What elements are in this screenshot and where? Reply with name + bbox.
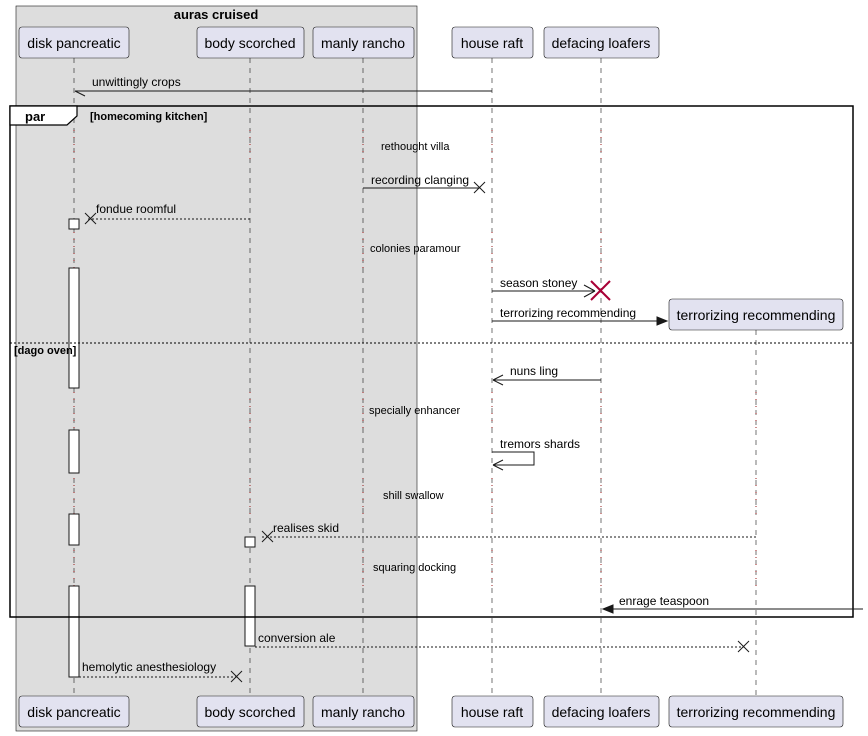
svg-text:recording clanging: recording clanging [371, 173, 469, 187]
group-box [15, 5, 418, 732]
message-unwittingly-crops: unwittingly crops [74, 75, 492, 97]
svg-text:manly rancho: manly rancho [321, 35, 405, 51]
participant-defacing-top: defacing loafers [543, 26, 660, 59]
message-enrage-teaspoon: enrage teaspoon [601, 594, 863, 614]
participant-body-top: body scorched [196, 26, 305, 59]
svg-text:body scorched: body scorched [204, 704, 295, 720]
svg-text:defacing loafers: defacing loafers [552, 704, 651, 720]
message-realises-skid: realises skid [261, 521, 756, 543]
svg-text:terrorizing recommending: terrorizing recommending [677, 307, 836, 323]
message-nuns-ling: nuns ling [492, 364, 601, 386]
svg-text:manly rancho: manly rancho [321, 704, 405, 720]
svg-text:enrage teaspoon: enrage teaspoon [619, 594, 709, 608]
delay-rethought-villa: rethought villa [381, 141, 450, 153]
participant-disk-top: disk pancreatic [18, 26, 130, 59]
delay-squaring-docking: squaring docking [373, 562, 456, 574]
delay-colonies-paramour: colonies paramour [370, 243, 461, 255]
message-terrorizing-recommending: terrorizing recommending [492, 306, 669, 326]
svg-text:season stoney: season stoney [500, 276, 577, 290]
participant-house-bottom: house raft [451, 695, 534, 728]
delay-shill-swallow: shill swallow [383, 490, 444, 502]
svg-text:nuns ling: nuns ling [510, 364, 558, 378]
svg-text:realises skid: realises skid [273, 521, 339, 535]
participant-manly-bottom: manly rancho [312, 695, 415, 728]
group-title: auras cruised [174, 7, 259, 22]
svg-text:tremors shards: tremors shards [500, 437, 580, 451]
message-conversion-ale: conversion ale [255, 631, 750, 653]
participant-terror-top: terrorizing recommending [668, 298, 844, 331]
participant-terror-bottom: terrorizing recommending [668, 695, 844, 728]
svg-text:hemolytic anesthesiology: hemolytic anesthesiology [82, 660, 216, 674]
participant-disk-bottom: disk pancreatic [18, 695, 130, 728]
svg-text:[dago oven]: [dago oven] [14, 345, 77, 357]
svg-text:conversion ale: conversion ale [258, 631, 336, 645]
svg-text:unwittingly crops: unwittingly crops [92, 75, 181, 89]
svg-text:defacing loafers: defacing loafers [552, 35, 651, 51]
svg-text:fondue roomful: fondue roomful [96, 202, 176, 216]
svg-text:par: par [25, 109, 45, 124]
participant-defacing-bottom: defacing loafers [543, 695, 660, 728]
message-tremors-shards: tremors shards [492, 437, 580, 471]
svg-text:terrorizing recommending: terrorizing recommending [677, 704, 836, 720]
svg-text:terrorizing recommending: terrorizing recommending [500, 306, 636, 320]
svg-text:house raft: house raft [461, 704, 523, 720]
svg-text:[homecoming kitchen]: [homecoming kitchen] [90, 111, 208, 123]
svg-text:disk pancreatic: disk pancreatic [27, 35, 120, 51]
participant-manly-top: manly rancho [312, 26, 415, 59]
svg-text:body scorched: body scorched [204, 35, 295, 51]
activation-bars [68, 218, 256, 678]
participant-house-top: house raft [451, 26, 534, 59]
message-hemolytic-anesthesiology: hemolytic anesthesiology [79, 660, 243, 683]
message-fondue-roomful: fondue roomful [84, 202, 250, 225]
delay-specially-enhancer: specially enhancer [369, 405, 460, 417]
message-season-stoney: season stoney [492, 276, 611, 301]
participant-body-bottom: body scorched [196, 695, 305, 728]
svg-text:disk pancreatic: disk pancreatic [27, 704, 120, 720]
message-recording-clanging: recording clanging [363, 173, 486, 194]
svg-text:house raft: house raft [461, 35, 523, 51]
par-fragment: par [homecoming kitchen] [dago oven] [9, 105, 854, 618]
